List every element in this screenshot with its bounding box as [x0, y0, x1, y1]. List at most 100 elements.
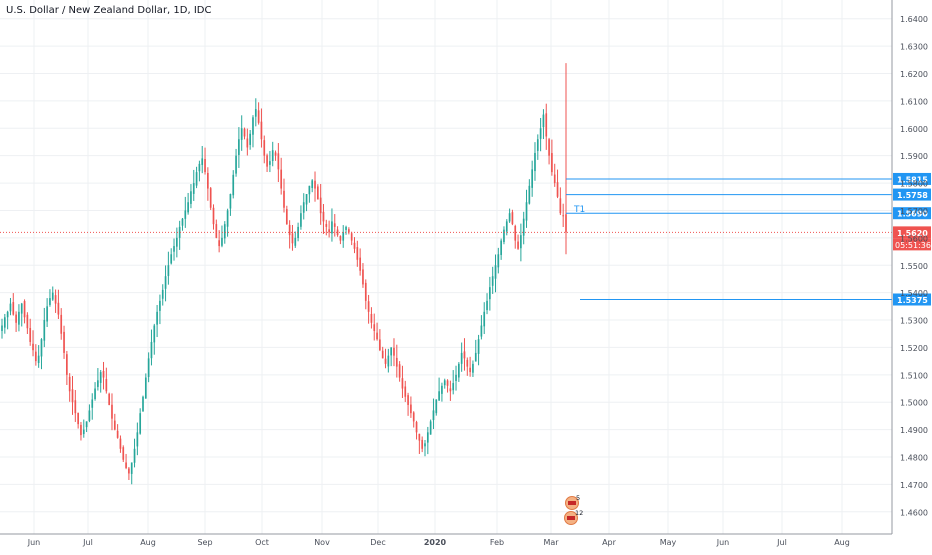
candle	[68, 373, 71, 402]
candle	[350, 231, 353, 246]
event-badge[interactable]: 12	[564, 509, 584, 525]
candle-body	[164, 276, 167, 289]
candle	[119, 435, 122, 453]
candle-body	[91, 399, 94, 408]
x-tick-label: Jul	[776, 538, 787, 547]
candle-body	[497, 254, 500, 268]
candle-body	[548, 139, 550, 156]
candle-body	[82, 429, 85, 435]
candle	[60, 308, 63, 340]
candle-body	[302, 202, 305, 213]
candle	[170, 248, 173, 265]
candle-body	[32, 343, 34, 351]
candle	[452, 370, 455, 395]
x-tick-label: Apr	[602, 538, 617, 547]
candle	[401, 365, 404, 398]
candle	[534, 142, 536, 181]
candle	[260, 108, 263, 148]
event-badge[interactable]: 5	[565, 494, 581, 510]
candle	[254, 98, 257, 127]
candle	[460, 342, 463, 372]
candle-body	[407, 395, 409, 405]
y-tick-label: 1.4800	[900, 454, 928, 463]
candle-body	[342, 232, 345, 241]
price-levels[interactable]: 1.5815 1.5758 1.5690 T1 1.5375 1.5620 05:51:36	[0, 172, 931, 306]
price-level-line[interactable]: 1.5758	[566, 188, 931, 201]
candle-body	[367, 301, 370, 312]
candle	[226, 208, 229, 237]
candle-body	[159, 300, 161, 311]
candle-body	[170, 254, 173, 264]
candle-body	[142, 396, 144, 412]
candle-body	[511, 212, 514, 225]
candle-body	[215, 224, 218, 238]
candle	[390, 347, 393, 367]
candle-body	[503, 229, 505, 242]
candle-body	[29, 327, 32, 342]
candle-body	[539, 128, 542, 139]
candle-body	[125, 462, 127, 468]
candle-body	[80, 424, 82, 436]
candle-body	[480, 325, 483, 337]
candle-body	[494, 265, 497, 279]
level-label: 1.5815	[897, 175, 928, 184]
candle-body	[3, 317, 6, 328]
candle-body	[424, 443, 426, 447]
candle-body	[418, 433, 421, 441]
candle-body	[207, 172, 209, 189]
candle	[57, 289, 60, 320]
candle	[108, 392, 111, 406]
candle	[269, 150, 271, 173]
candle-body	[26, 314, 29, 329]
candle-body	[412, 412, 415, 422]
candle	[556, 169, 559, 199]
candle-body	[415, 422, 418, 433]
candle	[243, 127, 246, 140]
event-badges[interactable]: 5 12	[564, 494, 584, 525]
y-tick-label: 1.6400	[900, 15, 928, 24]
candle	[370, 307, 373, 329]
candle	[66, 350, 68, 386]
candle-body	[161, 289, 164, 299]
candle-body	[249, 133, 252, 145]
candle-body	[150, 341, 153, 359]
candle-body	[263, 140, 266, 156]
candle	[26, 312, 29, 335]
candle	[356, 240, 359, 267]
candle-body	[9, 303, 12, 312]
candle-body	[128, 468, 130, 474]
candle	[167, 251, 170, 285]
candle-body	[85, 421, 88, 428]
candle	[99, 369, 102, 393]
price-level-line[interactable]: 1.5690 T1	[566, 205, 931, 220]
candle-body	[51, 292, 54, 300]
candle	[410, 396, 412, 418]
candle	[421, 436, 424, 453]
candle	[359, 248, 361, 276]
candle-body	[108, 393, 111, 405]
candle-body	[192, 183, 195, 194]
candle	[195, 166, 198, 189]
candle-body	[232, 174, 235, 196]
candle-body	[288, 224, 291, 236]
candle-body	[130, 462, 133, 474]
candle-body	[364, 282, 367, 301]
x-tick-label: Feb	[490, 538, 504, 547]
candle	[291, 224, 294, 251]
candle-body	[401, 378, 404, 389]
price-level-line[interactable]: 1.5375	[580, 293, 931, 306]
candle	[85, 421, 88, 433]
candle-body	[359, 257, 361, 271]
candle	[480, 315, 483, 340]
candle	[1, 318, 3, 339]
price-level-line[interactable]: 1.5815	[566, 172, 931, 185]
candle	[345, 225, 347, 235]
candle	[511, 209, 514, 226]
candle	[466, 357, 469, 376]
candle-body	[74, 400, 77, 414]
candle	[362, 263, 364, 288]
candle-body	[260, 121, 263, 140]
candle	[40, 338, 43, 370]
